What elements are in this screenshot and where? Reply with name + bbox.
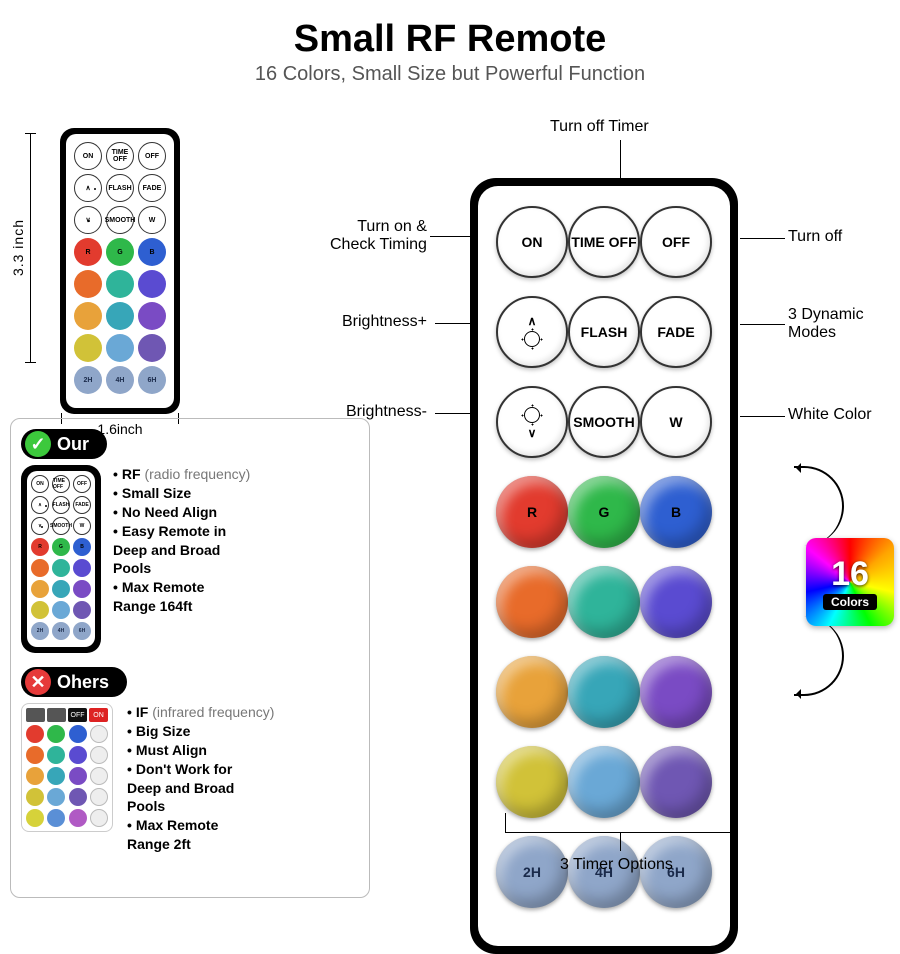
height-dimension: 3.3 inch (10, 128, 31, 368)
callout-brightness-down: Brightness- (346, 403, 427, 421)
our-badge: ✓ Our (21, 429, 107, 459)
our-remote-thumbnail: ONTIME OFFOFF∧FLASHFADE∨SMOOTHWRGB2H4H6H (21, 465, 99, 653)
callout-brightness-up: Brightness+ (342, 313, 427, 331)
main-remote-diagram: Turn off Timer Turn on & Check Timing Br… (370, 118, 890, 908)
page-subtitle: 16 Colors, Small Size but Powerful Funct… (0, 63, 900, 86)
arrow-colors-bottom (794, 616, 844, 696)
callout-turn-off: Turn off (788, 228, 842, 246)
cross-icon: ✕ (25, 669, 51, 695)
timer-bracket (505, 813, 735, 833)
callout-white: White Color (788, 406, 872, 424)
our-feature-list: RF (radio frequency) Small Size No Need … (113, 465, 250, 616)
page-title: Small RF Remote (0, 18, 900, 61)
check-icon: ✓ (25, 431, 51, 457)
others-badge: ✕ Ohers (21, 667, 127, 697)
comparison-panel: ✓ Our ONTIME OFFOFF∧FLASHFADE∨SMOOTHWRGB… (10, 418, 370, 898)
callout-modes: 3 Dynamic Modes (788, 306, 864, 342)
small-remote-with-dimensions: ONTIME OFFOFF∧FLASHFADE∨SMOOTHWRGB2H4H6H… (60, 128, 180, 437)
sixteen-colors-badge: 16 Colors (806, 538, 894, 626)
callout-timer-options: 3 Timer Options (560, 856, 673, 874)
arrow-colors-top (794, 466, 844, 546)
others-remote-thumbnail: OFFON (21, 703, 113, 832)
callout-timer-off: Turn off Timer (550, 118, 649, 136)
callout-turn-on: Turn on & Check Timing (330, 218, 427, 254)
others-feature-list: IF (infrared frequency) Big Size Must Al… (127, 703, 274, 854)
